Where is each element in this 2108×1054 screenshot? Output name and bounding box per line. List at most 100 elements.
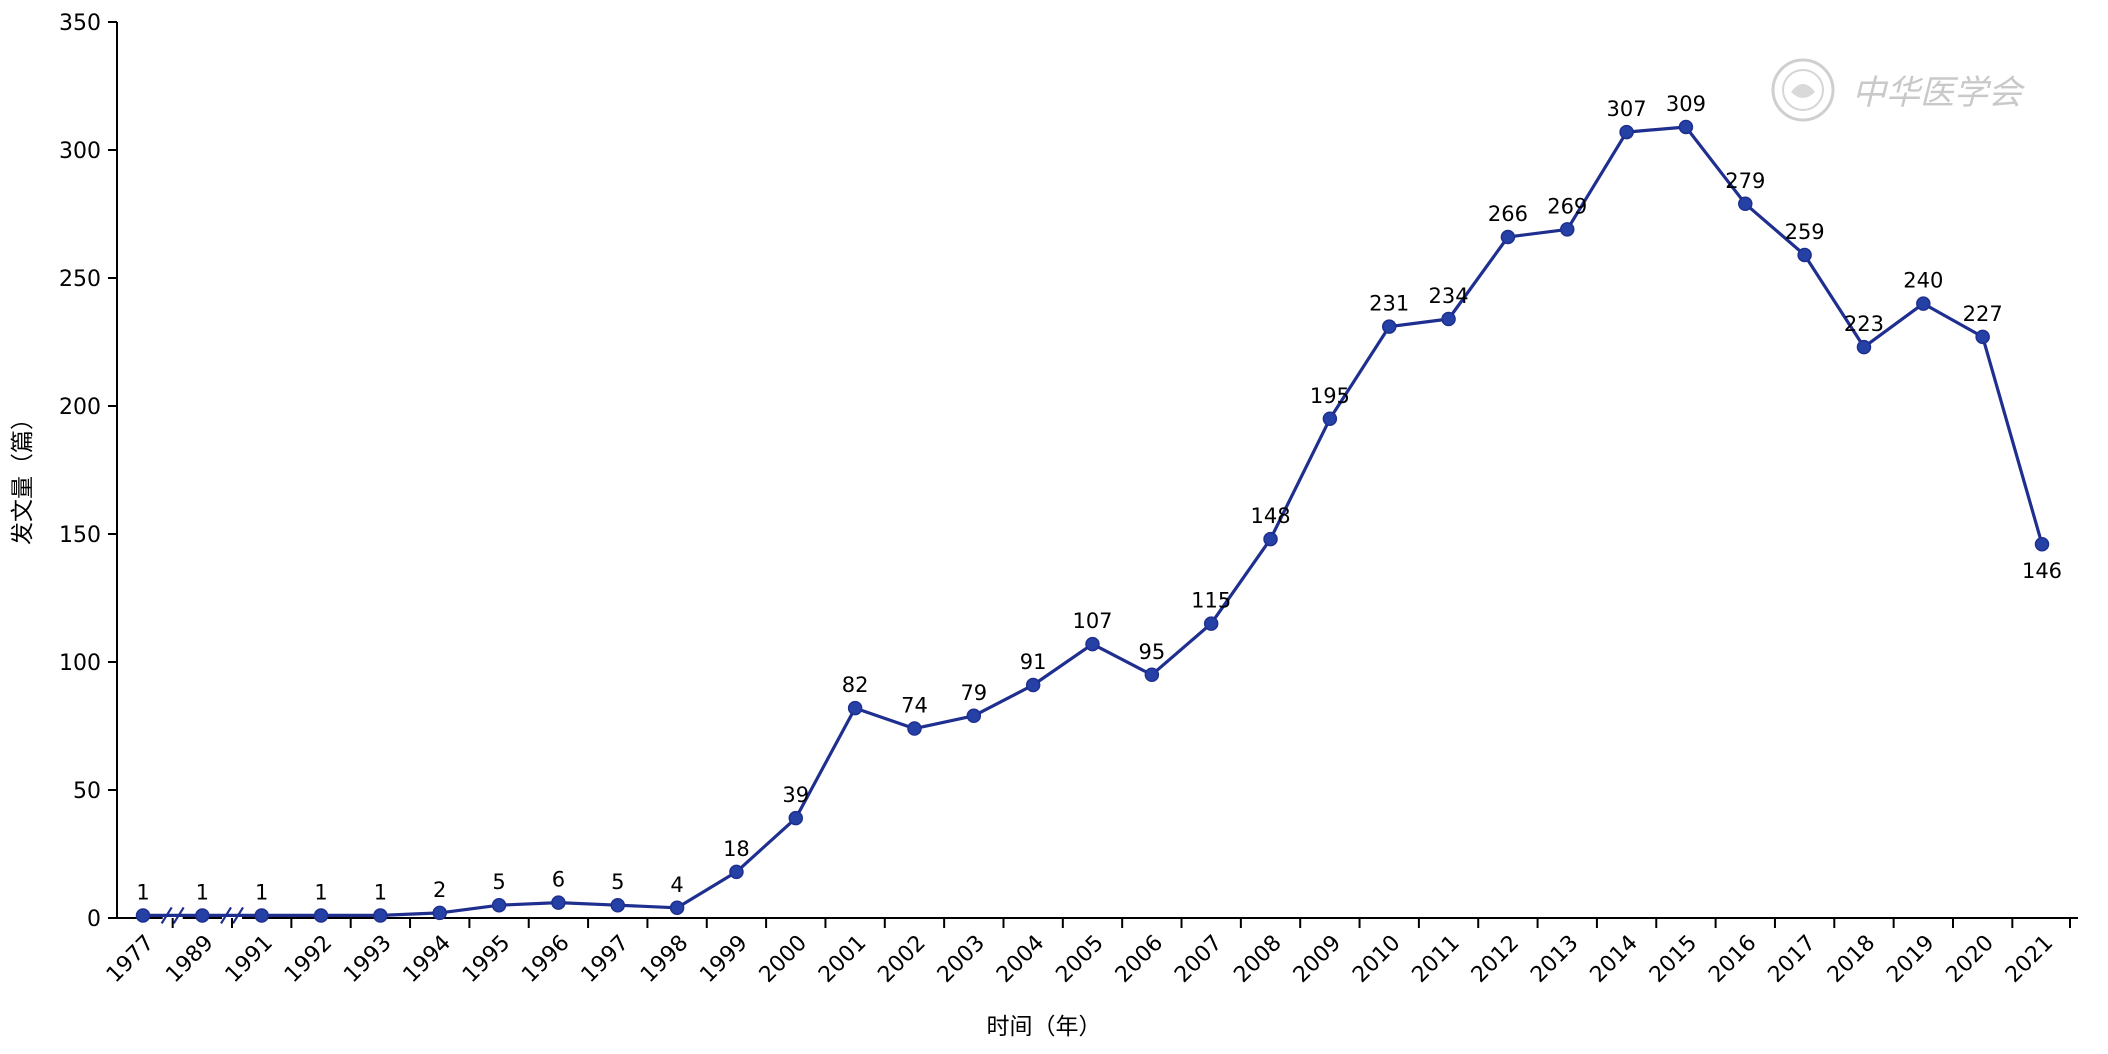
x-tick-label: 2002: [873, 931, 930, 988]
x-tick-label: 2019: [1882, 931, 1939, 988]
x-tick-label: 2010: [1348, 931, 1405, 988]
data-point: [373, 908, 388, 923]
y-tick-label: 300: [59, 139, 101, 164]
series-line: [143, 125, 2044, 918]
data-label: 266: [1488, 202, 1528, 226]
data-point: [1381, 319, 1397, 334]
data-label: 195: [1310, 384, 1350, 408]
x-tick-label: 2007: [1170, 931, 1227, 988]
x-tick-label: 2003: [933, 931, 990, 988]
watermark: 中华医学会: [1771, 58, 2026, 122]
data-label: 259: [1785, 220, 1825, 244]
data-point: [1678, 119, 1694, 135]
data-point: [729, 864, 744, 880]
data-point: [966, 708, 982, 724]
data-point: [1856, 339, 1872, 355]
y-axis-title: 发文量（篇）: [10, 407, 36, 545]
x-tick-label: 1977: [102, 931, 159, 988]
x-tick-label: 1994: [399, 931, 456, 988]
data-point: [1500, 229, 1516, 245]
data-point: [195, 908, 210, 923]
x-axis-title: 时间（年）: [987, 1014, 1102, 1040]
data-point: [907, 721, 922, 736]
y-axis-ticks: 0 50 100 150 200 250 300 350: [59, 11, 117, 932]
x-tick-label: 2013: [1526, 931, 1583, 988]
x-tick-label: 1999: [695, 931, 752, 988]
data-label: 95: [1138, 640, 1165, 664]
data-point: [1085, 636, 1100, 652]
data-label: 307: [1607, 97, 1647, 121]
data-label: 2: [433, 878, 446, 902]
x-tick-label: 2005: [1051, 931, 1108, 988]
data-point: [2034, 536, 2050, 552]
data-label: 309: [1666, 92, 1706, 116]
x-tick-label: 2012: [1467, 931, 1524, 988]
data-point: [788, 810, 804, 826]
x-tick-label: 2008: [1229, 931, 1286, 988]
x-tick-label: 1995: [458, 931, 515, 988]
data-point: [1619, 124, 1634, 140]
data-label: 1: [374, 880, 387, 904]
data-point: [254, 908, 269, 923]
data-label: 6: [552, 868, 565, 892]
data-label: 148: [1250, 504, 1290, 528]
data-point: [1263, 531, 1278, 547]
x-tick-label: 1997: [577, 931, 634, 988]
data-label: 231: [1369, 292, 1409, 316]
data-point: [1144, 667, 1160, 683]
data-point: [1738, 196, 1753, 212]
data-point: [491, 897, 507, 913]
data-label: 91: [1020, 650, 1047, 674]
data-label: 79: [960, 681, 987, 705]
data-label: 5: [492, 870, 505, 894]
society-seal-icon: [1771, 58, 1835, 122]
y-tick-label: 100: [59, 651, 101, 676]
x-tick-label: 2006: [1111, 931, 1168, 988]
axes: [116, 22, 2078, 927]
x-axis-ticks: 1977 1989 1991 1992 1993 1994 1995 1996 1997 1998…: [102, 918, 2071, 988]
x-tick-label: 2009: [1289, 931, 1346, 988]
data-point: [313, 908, 329, 923]
data-label: 74: [901, 694, 928, 718]
x-tick-label: 2018: [1823, 931, 1880, 988]
data-point: [551, 895, 566, 910]
x-tick-label: 2011: [1408, 931, 1465, 988]
data-point: [432, 905, 447, 921]
x-tick-label: 2004: [992, 931, 1049, 988]
y-tick-label: 0: [87, 907, 101, 932]
x-tick-label: 1992: [280, 931, 337, 988]
data-point: [1322, 411, 1338, 427]
x-tick-label: 2000: [755, 931, 812, 988]
data-label: 82: [842, 673, 869, 697]
data-label: 1: [314, 880, 327, 904]
x-tick-label: 2014: [1586, 931, 1643, 988]
x-tick-label: 2021: [2001, 931, 2058, 988]
y-tick-label: 150: [59, 523, 101, 548]
data-point: [1560, 222, 1575, 237]
x-tick-label: 2001: [814, 931, 871, 988]
data-point: [669, 900, 685, 916]
data-label: 234: [1429, 284, 1469, 308]
data-label: 227: [1963, 302, 2003, 326]
data-point: [135, 908, 151, 923]
data-label: 279: [1725, 169, 1765, 193]
x-tick-label: 1991: [221, 931, 278, 988]
data-label: 1: [196, 880, 209, 904]
x-tick-label: 2016: [1704, 931, 1761, 988]
data-label: 146: [2022, 559, 2062, 583]
data-label: 1: [255, 880, 268, 904]
data-point: [1916, 296, 1931, 311]
x-tick-label: 2020: [1942, 931, 1999, 988]
data-label: 240: [1903, 269, 1943, 293]
data-label: 18: [723, 837, 750, 861]
data-label: 5: [611, 870, 624, 894]
watermark-text: 中华医学会: [1852, 73, 2026, 113]
data-point: [1975, 329, 1990, 345]
x-tick-label: 1996: [517, 931, 574, 988]
data-label: 269: [1547, 194, 1587, 218]
data-point: [1441, 311, 1456, 327]
data-labels: 1 1 1 1 1 2 5 6 5 4 18 39 82 74 79 91 107 95 115 148 195 231 2…: [136, 92, 2062, 904]
y-tick-label: 200: [59, 395, 101, 420]
data-point: [1025, 677, 1041, 693]
